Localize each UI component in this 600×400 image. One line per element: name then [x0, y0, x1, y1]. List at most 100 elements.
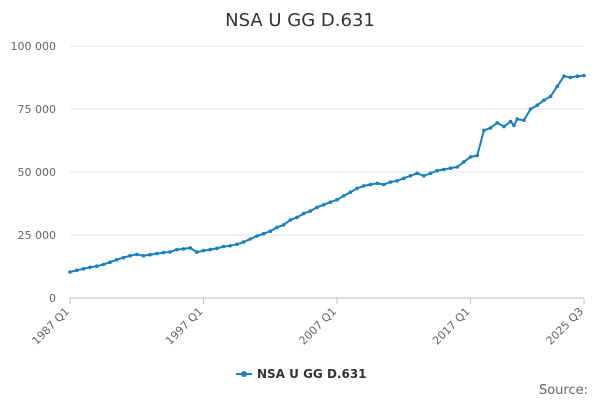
data-point[interactable] — [381, 182, 386, 187]
y-tick-label: 50 000 — [18, 166, 57, 179]
data-point[interactable] — [155, 251, 159, 256]
data-point[interactable] — [208, 247, 212, 252]
data-point[interactable] — [128, 253, 132, 258]
data-point[interactable] — [288, 218, 293, 222]
data-point[interactable] — [201, 248, 206, 253]
x-axis — [69, 297, 585, 304]
data-point[interactable] — [502, 124, 506, 129]
data-point[interactable] — [562, 74, 566, 78]
data-point[interactable] — [515, 117, 519, 121]
data-point[interactable] — [135, 252, 139, 257]
data-point[interactable] — [181, 247, 186, 251]
data-point[interactable] — [188, 246, 192, 250]
data-point[interactable] — [488, 126, 493, 130]
data-point[interactable] — [161, 250, 166, 255]
data-point[interactable] — [508, 119, 513, 124]
data-point[interactable] — [221, 244, 226, 249]
data-point[interactable] — [462, 160, 466, 164]
data-point[interactable] — [94, 264, 99, 269]
legend[interactable]: NSA U GG D.631 — [236, 367, 367, 381]
data-point[interactable] — [301, 211, 306, 216]
data-point[interactable] — [101, 262, 106, 267]
data-point[interactable] — [555, 84, 560, 89]
data-point[interactable] — [475, 153, 480, 158]
series-line — [69, 74, 585, 273]
data-point[interactable] — [388, 180, 393, 184]
data-point[interactable] — [528, 107, 533, 111]
data-point[interactable] — [355, 186, 359, 191]
data-point[interactable] — [308, 209, 313, 213]
data-point[interactable] — [275, 225, 279, 230]
data-point[interactable] — [522, 118, 526, 123]
data-point[interactable] — [535, 103, 540, 107]
data-point[interactable] — [295, 215, 299, 220]
data-point[interactable] — [315, 205, 319, 210]
data-point[interactable] — [255, 234, 259, 238]
source-label[interactable]: Source: — [539, 383, 588, 398]
data-point[interactable] — [422, 174, 426, 178]
x-tick-label: 2007 Q1 — [297, 305, 340, 348]
data-point[interactable] — [341, 194, 346, 198]
data-point[interactable] — [248, 237, 252, 241]
legend-label: NSA U GG D.631 — [257, 367, 367, 381]
data-point[interactable] — [575, 74, 580, 78]
data-point[interactable] — [482, 128, 486, 133]
data-point[interactable] — [114, 257, 119, 262]
data-point[interactable] — [335, 197, 339, 202]
data-point[interactable] — [568, 75, 573, 80]
data-point[interactable] — [148, 252, 152, 257]
data-point[interactable] — [408, 174, 413, 178]
y-axis-labels: 0 25 000 50 000 75 000 100 000 — [11, 40, 57, 305]
data-point[interactable] — [415, 171, 419, 176]
data-point[interactable] — [448, 166, 453, 170]
data-point[interactable] — [468, 155, 473, 159]
x-tick-label: 2025 Q3 — [544, 305, 587, 348]
data-point[interactable] — [74, 268, 79, 273]
y-tick-label: 0 — [49, 292, 56, 305]
data-point[interactable] — [395, 179, 399, 183]
data-point[interactable] — [121, 255, 126, 260]
legend-dot-marker — [241, 371, 247, 377]
data-point[interactable] — [375, 181, 379, 186]
data-point[interactable] — [68, 270, 72, 274]
data-point[interactable] — [321, 203, 326, 207]
data-point[interactable] — [195, 250, 199, 254]
data-point[interactable] — [268, 229, 273, 233]
data-point[interactable] — [241, 240, 246, 244]
data-point[interactable] — [542, 98, 546, 102]
data-point[interactable] — [512, 123, 516, 128]
data-point[interactable] — [348, 190, 353, 194]
y-tick-label: 25 000 — [18, 229, 57, 242]
data-point[interactable] — [281, 223, 286, 227]
data-point[interactable] — [428, 171, 433, 176]
gridlines — [70, 45, 584, 236]
data-point[interactable] — [435, 168, 439, 173]
data-point[interactable] — [261, 231, 266, 236]
data-point[interactable] — [81, 267, 86, 271]
data-point[interactable] — [328, 200, 333, 204]
x-axis-labels: 1987 Q1 1997 Q1 2007 Q1 2017 Q1 2025 Q3 — [30, 305, 587, 348]
data-point[interactable] — [228, 244, 232, 248]
chart-title: NSA U GG D.631 — [225, 10, 375, 31]
x-tick-label: 1987 Q1 — [30, 305, 73, 348]
data-point[interactable] — [235, 242, 239, 247]
data-point[interactable] — [442, 167, 446, 172]
data-point[interactable] — [141, 253, 146, 258]
data-point[interactable] — [215, 246, 219, 251]
x-tick-label: 2017 Q1 — [430, 305, 473, 348]
series-nsa-u-gg-d631 — [68, 73, 586, 274]
y-tick-label: 100 000 — [11, 40, 57, 53]
data-point[interactable] — [368, 182, 373, 187]
x-tick-label: 1997 Q1 — [163, 305, 206, 348]
data-point[interactable] — [168, 250, 172, 254]
data-point[interactable] — [548, 94, 553, 99]
data-point[interactable] — [402, 176, 406, 181]
data-point[interactable] — [495, 121, 500, 125]
data-point[interactable] — [108, 260, 112, 265]
data-point[interactable] — [361, 184, 366, 188]
data-point[interactable] — [175, 247, 179, 252]
data-point[interactable] — [88, 265, 92, 270]
data-point[interactable] — [455, 165, 460, 169]
data-point[interactable] — [582, 73, 586, 78]
